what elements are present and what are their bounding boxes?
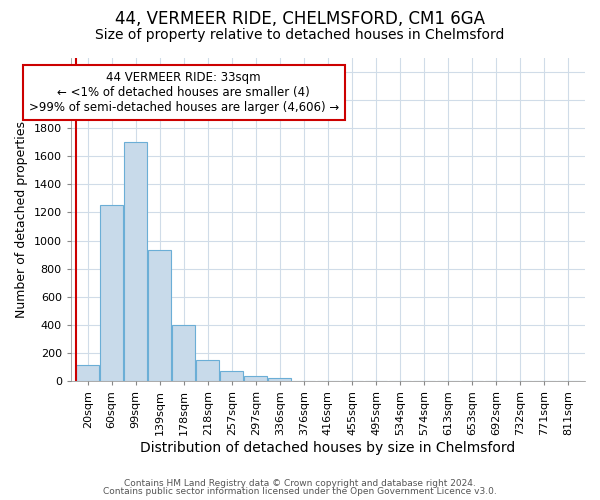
Text: 44 VERMEER RIDE: 33sqm
← <1% of detached houses are smaller (4)
>99% of semi-det: 44 VERMEER RIDE: 33sqm ← <1% of detached… (29, 71, 339, 114)
Y-axis label: Number of detached properties: Number of detached properties (15, 121, 28, 318)
Bar (124, 142, 147, 382)
Bar (244, 376, 267, 382)
Bar (148, 250, 171, 382)
Bar (196, 360, 219, 382)
Bar (100, 206, 123, 382)
Text: Contains public sector information licensed under the Open Government Licence v3: Contains public sector information licen… (103, 487, 497, 496)
Bar (220, 372, 243, 382)
Text: Contains HM Land Registry data © Crown copyright and database right 2024.: Contains HM Land Registry data © Crown c… (124, 478, 476, 488)
Text: 44, VERMEER RIDE, CHELMSFORD, CM1 6GA: 44, VERMEER RIDE, CHELMSFORD, CM1 6GA (115, 10, 485, 28)
Text: Size of property relative to detached houses in Chelmsford: Size of property relative to detached ho… (95, 28, 505, 42)
Bar (268, 378, 291, 382)
Bar (172, 325, 195, 382)
X-axis label: Distribution of detached houses by size in Chelmsford: Distribution of detached houses by size … (140, 441, 515, 455)
Bar (76, 365, 99, 382)
